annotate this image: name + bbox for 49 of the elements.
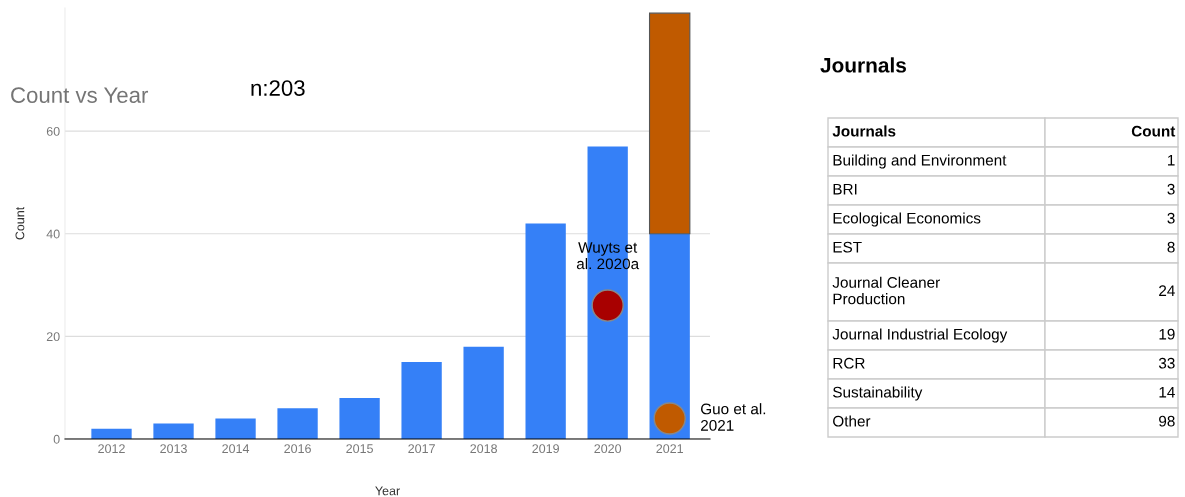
bar xyxy=(463,346,504,439)
data-label: 1 xyxy=(1168,154,1175,166)
series-label: Guo et al. 2021 xyxy=(701,403,766,431)
bar xyxy=(339,397,380,439)
x-tick-label: 2016 xyxy=(284,444,311,454)
category-label: RCR xyxy=(833,357,865,369)
data-label: 14 xyxy=(1159,386,1175,398)
category-label: BRI xyxy=(833,183,857,195)
data-label: 3 xyxy=(1167,183,1175,195)
y-tick-label: 0 xyxy=(53,434,60,444)
x-tick-label: 2013 xyxy=(160,444,187,454)
x-tick-label: 2015 xyxy=(346,444,373,454)
data-label: 19 xyxy=(1159,328,1175,340)
text: Count xyxy=(1131,125,1176,137)
x-tick-label: 2020 xyxy=(594,444,622,454)
data-label: 33 xyxy=(1158,357,1175,369)
y-tick-label: 20 xyxy=(46,332,60,342)
y-tick-label: 40 xyxy=(46,229,60,239)
category-label: Other xyxy=(833,415,871,427)
x-tick-label: 2014 xyxy=(222,444,250,454)
data-label: 8 xyxy=(1167,241,1175,253)
category-label: Sustainability xyxy=(833,386,923,401)
data-label: 98 xyxy=(1159,415,1175,427)
x-tick-label: 2021 xyxy=(656,444,683,454)
x-tick-label: 2017 xyxy=(408,444,435,454)
y-axis-title: Count xyxy=(15,206,25,240)
x-tick-label: 2012 xyxy=(98,444,125,454)
bar xyxy=(525,223,566,439)
text: Count vs Year xyxy=(11,87,149,103)
bar xyxy=(215,418,256,439)
text: Journals xyxy=(820,57,906,73)
bar xyxy=(649,233,690,439)
category-label: Journal Cleaner Production xyxy=(832,276,940,305)
category-label: Ecological Economics xyxy=(833,212,981,227)
data-label: 24 xyxy=(1159,285,1175,296)
data-label: 3 xyxy=(1167,212,1175,224)
text: Journals xyxy=(832,125,896,137)
x-tick-label: 2018 xyxy=(470,444,497,454)
bar xyxy=(648,12,691,235)
bar xyxy=(277,408,318,439)
x-axis-title: Year xyxy=(375,486,400,496)
y-tick-label: 60 xyxy=(46,126,60,136)
category-label: Journal Industrial Ecology xyxy=(832,328,1008,343)
x-tick-label: 2019 xyxy=(532,444,559,454)
category-label: EST xyxy=(833,241,862,253)
bar xyxy=(401,362,442,439)
bar xyxy=(153,423,194,439)
annotation: n:203 xyxy=(251,80,305,96)
category-label: Building and Environment xyxy=(833,154,1007,169)
